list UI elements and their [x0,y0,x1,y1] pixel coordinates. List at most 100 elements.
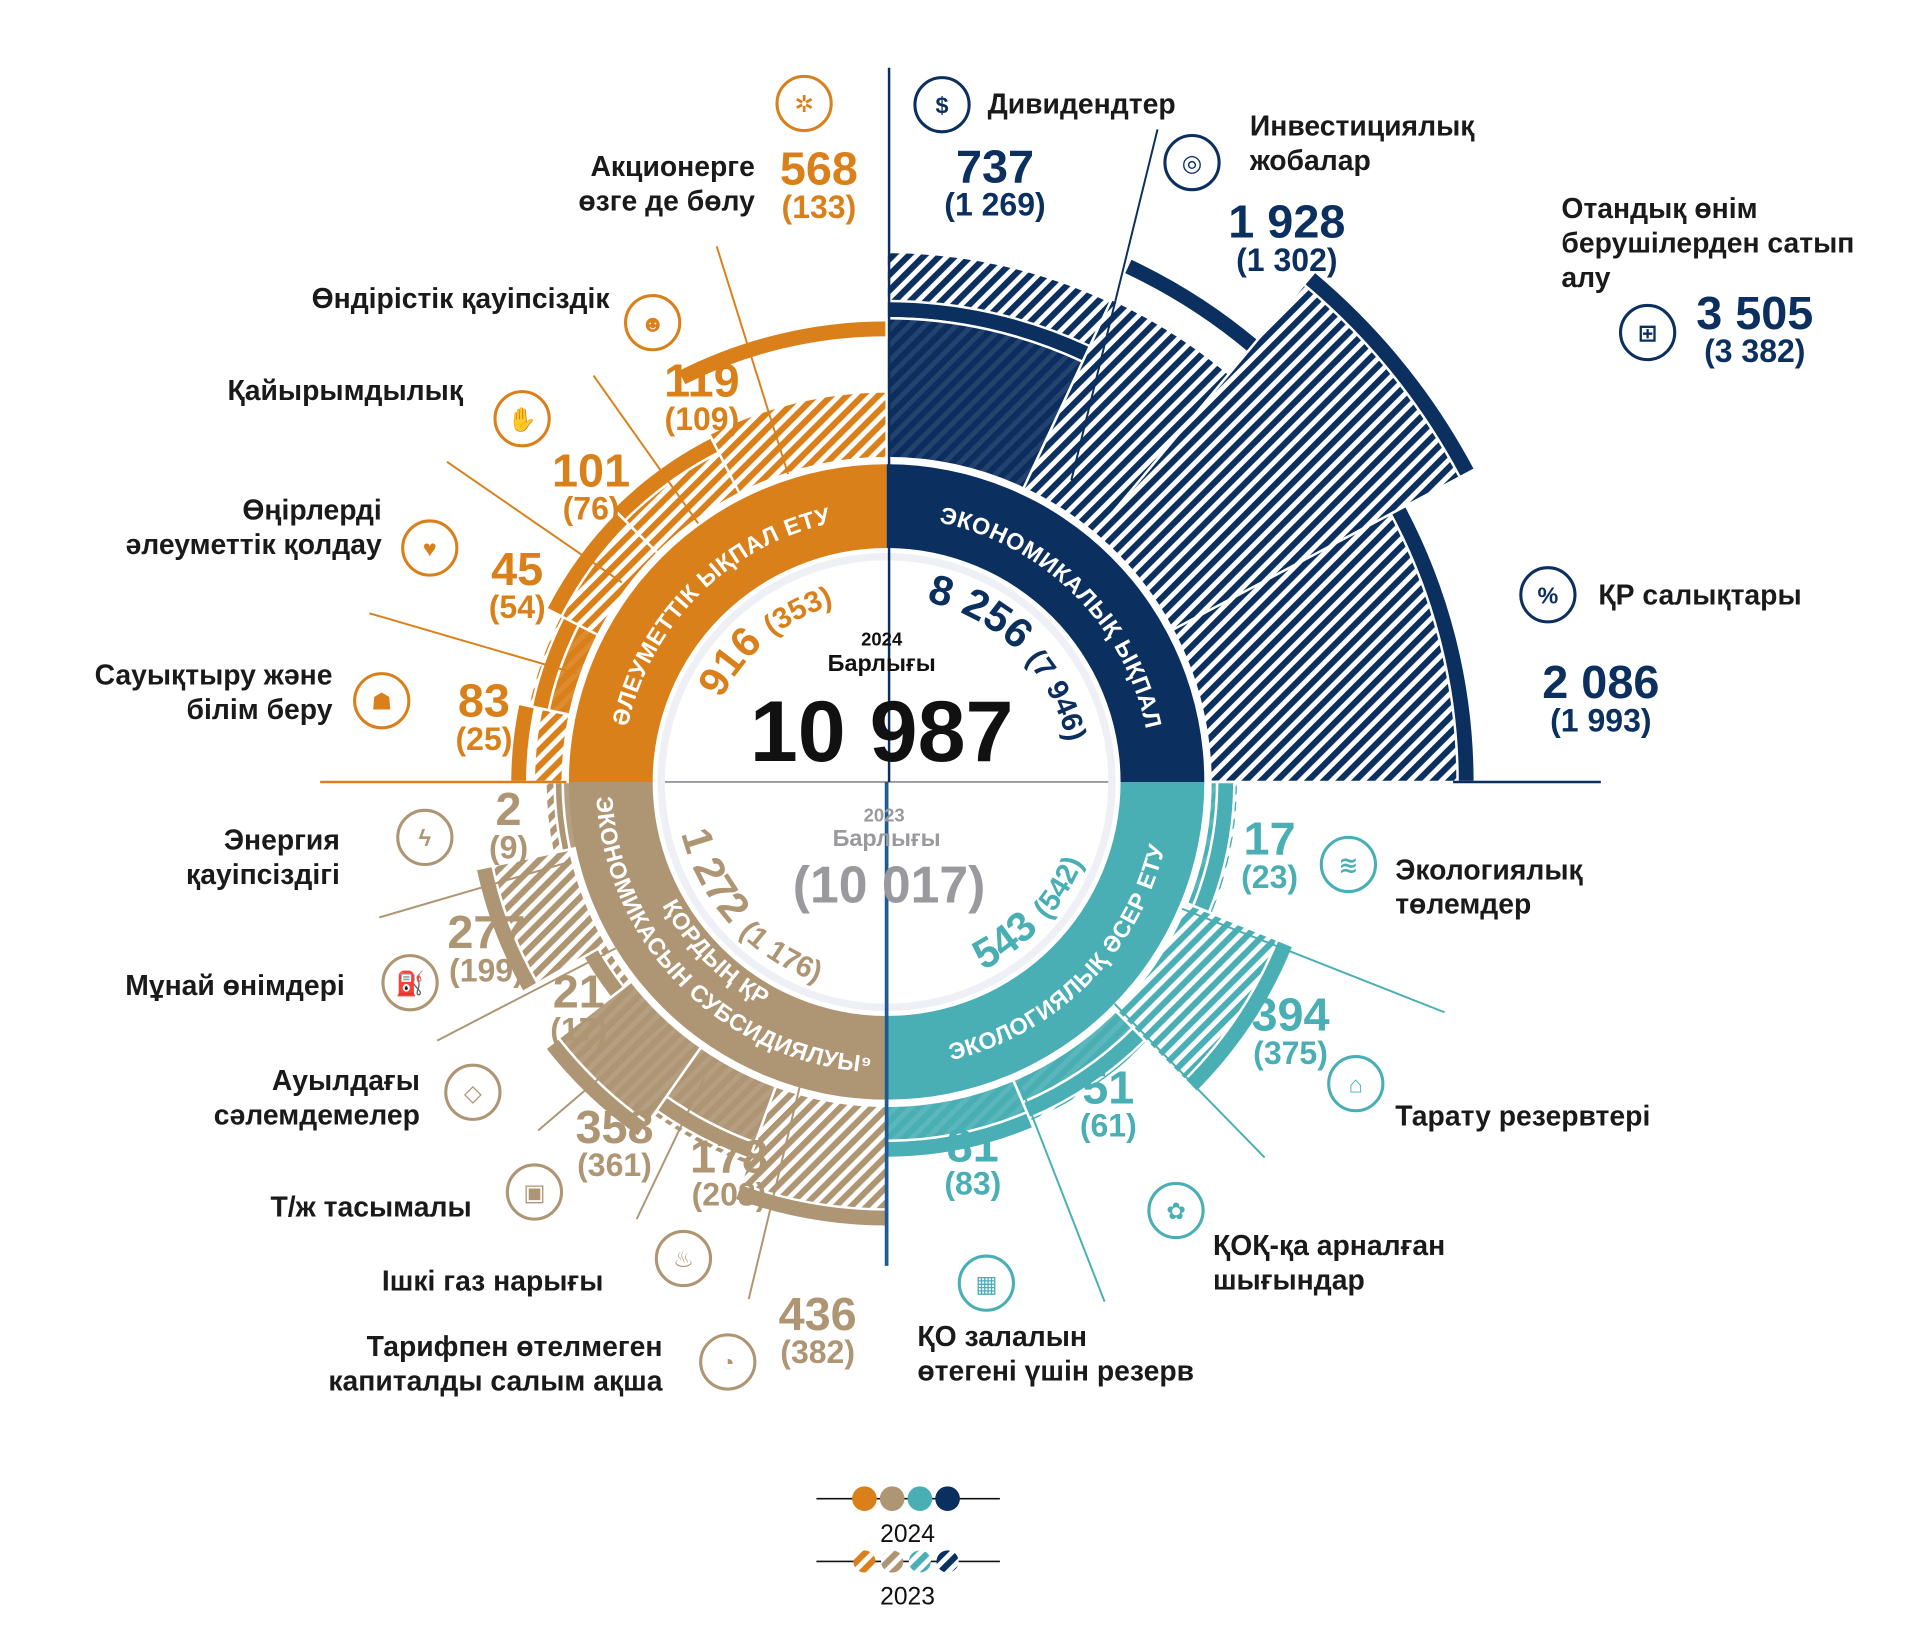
wedge-2024 [1182,938,1296,1094]
factory-icon: ▦ [957,1254,1015,1312]
svg-text:≋: ≋ [1339,852,1359,878]
network-icon: ✲ [775,74,833,133]
dividends-icon: $ [913,76,971,134]
svg-text:◔: ◔ [721,1350,735,1376]
leader-line [1070,129,1159,481]
item-annotation: Т/ж тасымалы 358(361) ▣ [271,1021,666,1224]
wedge-2024 [508,702,537,784]
value-2024: 3 505 [1696,287,1813,339]
support-hands-icon: ♥ [401,519,459,577]
center-total-2024: 10 987 [750,684,1014,780]
value-2023: (133) [782,189,857,225]
education-icon: ☗ [353,672,411,730]
svg-text:☗: ☗ [371,688,392,714]
item-annotation: ҚР салықтары 2 086(1 993)% [1519,566,1802,738]
item-annotation: Ішкі газ нарығы 178(208) ♨ [382,1077,768,1298]
group-ring-segment [568,781,887,1100]
svg-text:✋: ✋ [508,405,537,432]
value-2023: (375) [1253,1035,1328,1071]
value-2023: (25) [455,721,512,757]
svg-text:⌂: ⌂ [1349,1071,1363,1097]
leader-line [378,861,570,919]
legend: 2024 2023 [816,1486,1000,1611]
legend-label-2024: 2024 [880,1521,935,1548]
item-label: ҚР салықтары [1598,580,1801,612]
svg-text:⛽: ⛽ [396,969,425,997]
value-2023: (61) [1080,1108,1137,1144]
group-ring [568,464,1205,1100]
item-label: Отандық өнім [1561,193,1757,225]
legend-dot-2023 [936,1550,959,1573]
legend-dot-2024 [852,1486,877,1511]
value-2023: (76) [563,491,620,527]
value-2024: 21 [553,965,605,1017]
item-label: капиталды салым ақша [328,1365,662,1397]
leader-line [446,461,623,584]
item-label: Энергия [224,825,340,857]
value-2024: 119 [664,355,739,407]
value-2024: 83 [458,675,510,727]
value-2023: (1 269) [944,187,1045,223]
group-ring-segment [886,781,1205,1100]
svg-text:◎: ◎ [1182,150,1202,176]
value-2024: 436 [779,1288,857,1340]
leader-line [1113,1002,1266,1159]
worker-helmet-icon: ☻ [624,294,682,352]
value-2024: 394 [1251,989,1329,1041]
svg-text:✿: ✿ [1166,1198,1186,1224]
item-label: ҚО залалын [917,1321,1087,1353]
wedge-2023 [532,707,572,784]
value-2023: (1 302) [1236,242,1337,278]
eco-payments-icon: ≋ [1319,835,1378,894]
item-label: Акционерге [590,151,754,183]
item-label: алу [1561,262,1610,294]
value-2024: 17 [1244,813,1296,865]
value-2024: 178 [690,1130,768,1182]
legend-dot-2024 [935,1486,960,1511]
value-2023: (361) [577,1147,652,1183]
value-2024: 81 [947,1119,999,1171]
pie-chart-icon: ◔ [699,1333,757,1391]
center-total-label-2024: Барлығы [828,650,936,676]
value-2024: 277 [447,906,525,958]
parcel-box-icon: ◇ [444,1063,502,1121]
svg-text:$: $ [936,92,949,118]
svg-text:▦: ▦ [975,1271,997,1297]
item-label: әлеуметтік қолдау [125,529,382,561]
svg-text:♨: ♨ [673,1246,694,1272]
legend-dot-2023 [853,1550,876,1573]
value-2024: 358 [575,1101,653,1153]
value-2024: 101 [552,444,630,496]
item-label: Ішкі газ нарығы [382,1266,603,1298]
wedge-2024 [675,318,888,388]
group-ring-segment [568,464,887,782]
item-label: шығындар [1213,1264,1365,1296]
svg-text:ϟ: ϟ [419,825,431,851]
item-label: Экологиялық [1395,854,1583,886]
value-2024: 737 [956,140,1034,192]
item-labels: Дивидендтер 737(1 269) $ Инвестициялықжобал… [95,74,1854,1397]
item-label: Өндірістік қауіпсіздік [312,283,611,315]
leader-line [747,1083,802,1300]
item-label: өтегені үшін резерв [917,1355,1194,1387]
procurement-icon: ⊞ [1618,303,1677,362]
value-2023: (199) [449,952,524,988]
center-year-2023: 2023 [864,804,905,825]
legend-label-2023: 2023 [880,1584,935,1611]
item-label: Тарифпен өтелмеген [367,1331,663,1363]
value-2023: (54) [489,589,546,625]
value-2023: (17) [550,1012,607,1048]
item-annotation: Дивидендтер 737(1 269) $ [913,76,1176,223]
item-label: ҚОҚ-қа арналған [1213,1230,1445,1262]
lightning-icon: ϟ [396,808,454,867]
item-label: жобалар [1249,145,1371,177]
taxes-icon: % [1519,566,1577,624]
item-label: Тарату резервтері [1395,1101,1650,1133]
item-label: білім беру [187,694,333,726]
